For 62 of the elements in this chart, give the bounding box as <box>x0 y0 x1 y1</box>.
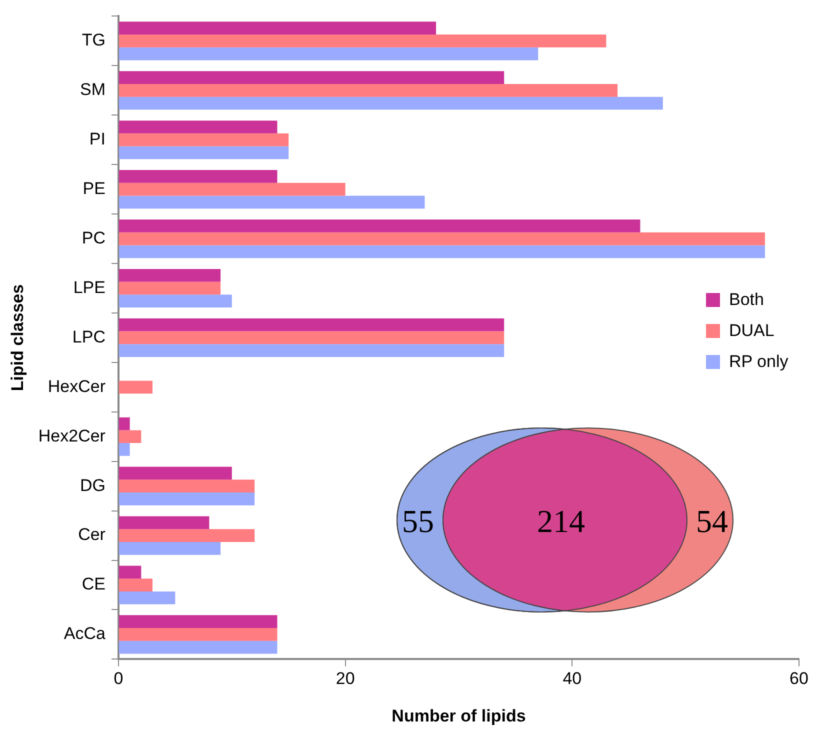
y-tick-label: PI <box>89 130 106 149</box>
bar <box>118 245 765 258</box>
bar <box>118 591 176 604</box>
bar <box>118 133 289 146</box>
y-tick-label: TG <box>82 30 106 50</box>
bar <box>118 232 765 246</box>
bar <box>118 120 278 134</box>
bar <box>118 615 278 628</box>
bar <box>118 96 663 110</box>
bar <box>118 22 436 34</box>
bar <box>118 344 504 357</box>
bar <box>118 430 142 444</box>
y-tick-label: PE <box>82 179 106 198</box>
bar <box>118 380 153 394</box>
bar <box>118 542 221 555</box>
y-tick-label: Cer <box>78 525 106 544</box>
y-axis-title: Lipid classes <box>8 284 27 392</box>
y-tick-label: PC <box>82 228 106 248</box>
bar <box>118 443 130 456</box>
bar <box>118 84 618 97</box>
bar <box>118 47 538 60</box>
bar <box>118 282 221 295</box>
bar <box>118 71 504 84</box>
y-tick-label: Hex2Cer <box>38 426 106 446</box>
bar <box>118 417 130 430</box>
y-tick-label: DG <box>80 476 106 495</box>
bar <box>118 466 232 480</box>
bar <box>118 318 504 332</box>
y-tick-label: HexCer <box>48 376 106 396</box>
y-tick-label: SM <box>80 80 106 100</box>
bar <box>118 294 232 308</box>
annotation: 55 <box>402 503 434 539</box>
bar <box>118 480 255 493</box>
y-tick-label: AcCa <box>64 624 106 644</box>
legend-label: Both <box>729 290 764 310</box>
bar <box>118 628 278 641</box>
x-tick-label: 20 <box>336 669 355 688</box>
bar <box>118 219 640 232</box>
annotation: 214 <box>537 503 585 539</box>
bar <box>118 516 210 530</box>
x-tick-label: 0 <box>114 669 124 688</box>
bar <box>118 640 278 654</box>
bar <box>118 529 255 542</box>
x-tick-label: 60 <box>790 669 808 688</box>
bar <box>118 182 346 196</box>
y-tick-label: CE <box>82 574 106 594</box>
annotation: 54 <box>696 503 728 539</box>
bar <box>118 196 425 209</box>
y-tick-label: LPC <box>72 327 106 346</box>
bar <box>118 268 221 282</box>
bar <box>118 331 504 344</box>
bar <box>118 492 255 506</box>
legend-label: RP only <box>729 352 788 372</box>
bar <box>118 566 142 579</box>
x-tick-label: 40 <box>562 669 582 688</box>
legend-label: DUAL <box>729 320 774 340</box>
bar <box>118 146 289 160</box>
bar <box>118 34 606 48</box>
bar <box>118 170 278 183</box>
x-axis-title: Number of lipids <box>392 706 526 726</box>
bar <box>118 578 153 592</box>
y-tick-label: LPE <box>73 278 106 297</box>
